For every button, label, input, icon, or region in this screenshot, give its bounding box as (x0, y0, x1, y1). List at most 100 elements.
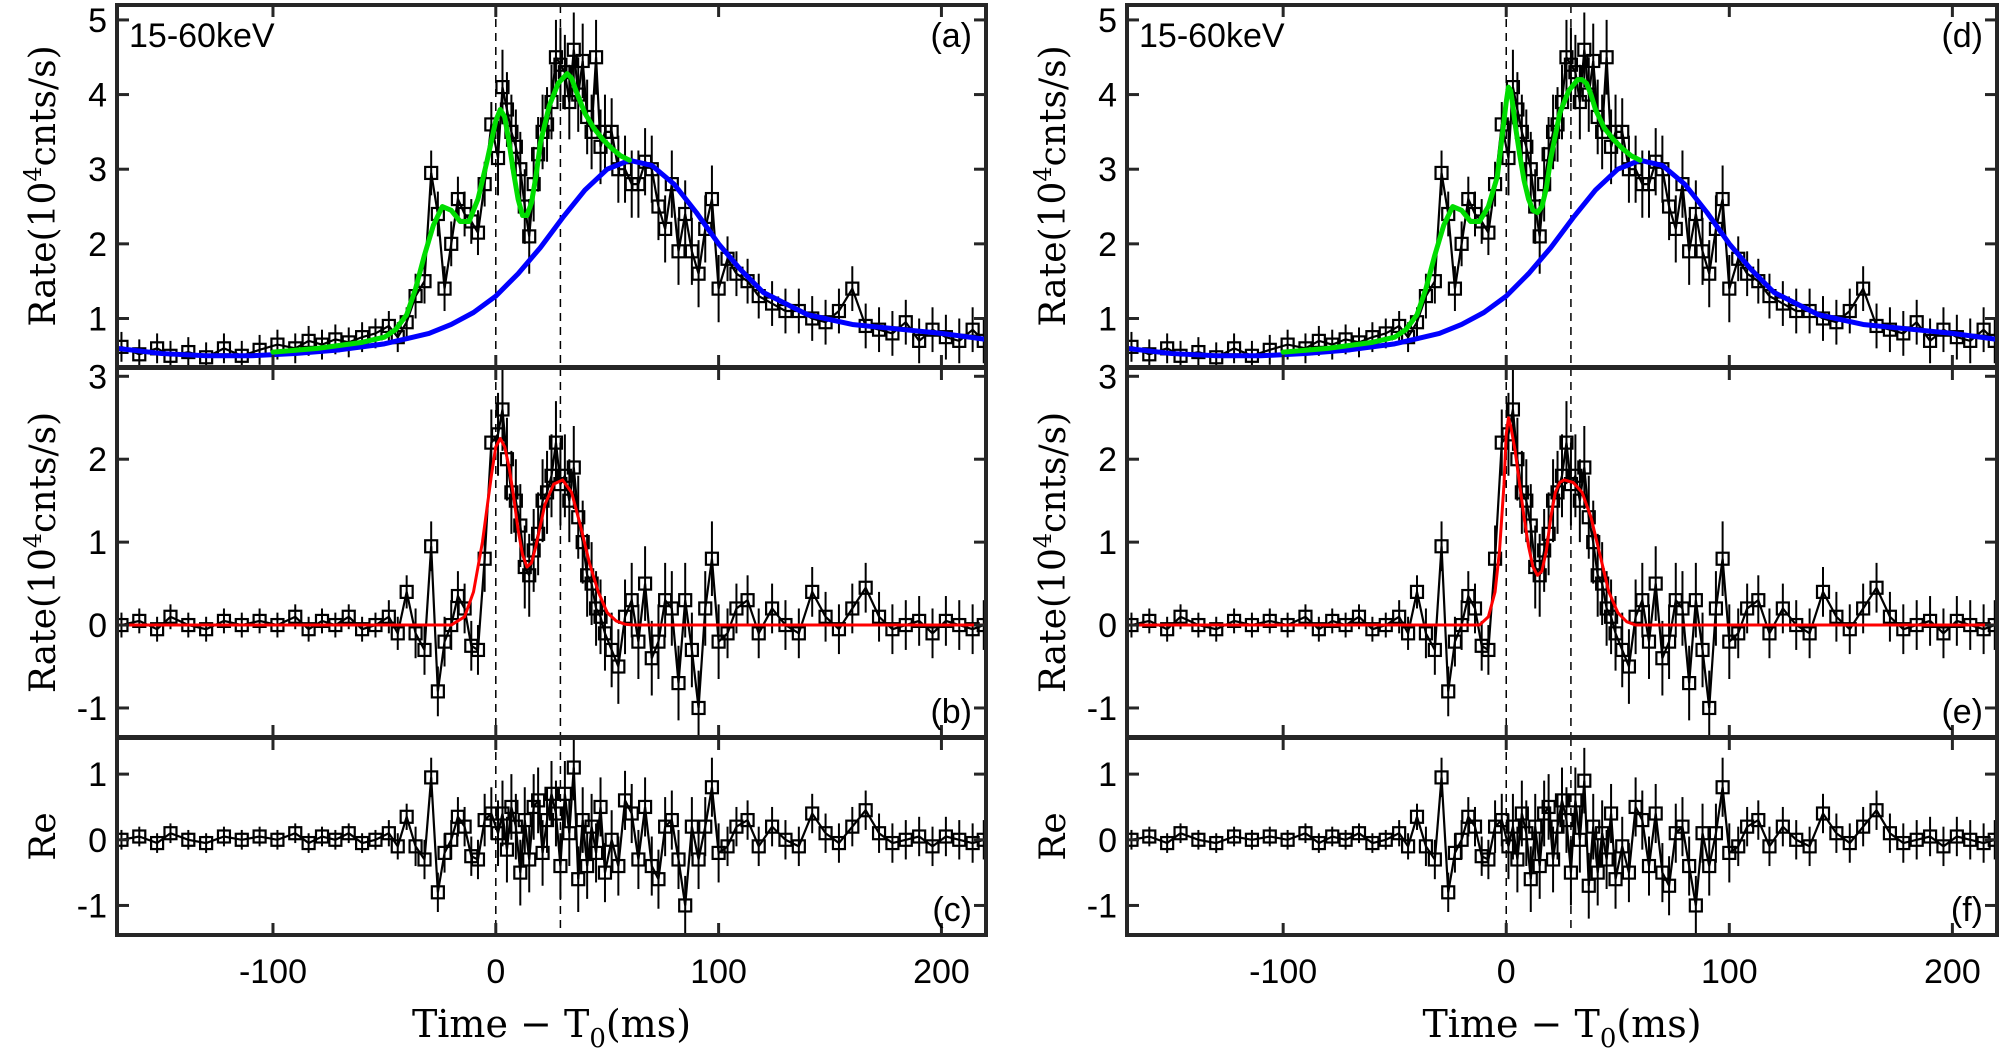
data-point-marker (831, 303, 847, 319)
data-point-marker (1454, 832, 1469, 847)
fit-line (117, 436, 986, 627)
data-point-marker (1160, 835, 1175, 851)
y-axis-label-prefix: Rate(10 (23, 182, 64, 327)
data-point-marker (704, 551, 720, 566)
y-tick-label: 2 (1098, 226, 1117, 264)
data-point-marker (1896, 835, 1911, 851)
data-point-marker (1441, 684, 1456, 699)
data-point-marker (548, 50, 564, 65)
data-point-marker (1722, 281, 1737, 296)
data-point-marker (845, 281, 860, 296)
data-point-marker (513, 865, 528, 880)
data-point-marker (1142, 613, 1157, 629)
data-point-marker (1127, 339, 1139, 354)
data-point-marker (1802, 839, 1817, 854)
data-point-marker (1682, 676, 1697, 691)
data-point-marker (1481, 225, 1496, 240)
fit-line (117, 157, 986, 359)
data-point-marker (1365, 622, 1380, 637)
data-point-marker (424, 770, 439, 785)
data-point-marker (1427, 852, 1442, 867)
data-point-marker (1599, 601, 1614, 616)
data-point-marker (1505, 819, 1521, 834)
data-point-marker (1577, 773, 1592, 788)
data-point-marker (1789, 832, 1804, 847)
data-point-marker (1675, 819, 1690, 834)
data-point-marker (952, 832, 967, 847)
data-point-marker (328, 832, 343, 847)
data-point-marker (408, 839, 423, 854)
data-point-marker (1842, 622, 1857, 637)
data-point-marker (1226, 829, 1242, 844)
data-point-marker (470, 852, 486, 867)
data-point-marker (1510, 852, 1525, 867)
data-point-marker (430, 684, 445, 699)
data-point-marker (1590, 865, 1605, 880)
panel-frame (115, 736, 988, 937)
data-point-marker (1922, 333, 1938, 348)
data-point-marker (1447, 281, 1463, 296)
y-axis-label-suffix: cnts/s) (23, 45, 64, 166)
data-point-marker (1702, 858, 1717, 874)
data-point-marker (399, 809, 414, 824)
data-point-marker (535, 845, 550, 861)
plot-area (1127, 5, 1997, 367)
data-point-marker (517, 812, 532, 828)
x-tick-label: 200 (913, 953, 970, 991)
data-point-marker (199, 622, 214, 637)
data-point-marker (199, 835, 214, 851)
data-point-marker (1541, 799, 1556, 815)
data-point-marker (1695, 826, 1710, 841)
y-tick-label: 1 (88, 756, 107, 794)
data-point-marker (548, 806, 564, 821)
data-point-marker (1909, 832, 1924, 847)
y-tick-label: 1 (1098, 524, 1117, 562)
data-point-marker (1568, 65, 1583, 80)
data-point-marker (522, 229, 537, 244)
x-tick-label: 200 (1924, 953, 1981, 991)
data-point-marker (593, 139, 608, 154)
data-point-marker (631, 852, 646, 867)
data-point-marker (314, 829, 330, 844)
data-point-marker (544, 468, 559, 483)
data-point-marker (871, 609, 887, 624)
data-point-marker (791, 626, 806, 641)
data-point-marker (1608, 872, 1623, 887)
data-point-marker (513, 518, 528, 533)
data-point-marker (751, 626, 766, 641)
data-point-marker (976, 333, 986, 348)
data-point-marker (1635, 593, 1650, 608)
data-point-marker (1856, 281, 1871, 296)
data-point-marker (355, 622, 370, 637)
data-point-marker (566, 460, 581, 475)
data-point-marker (1338, 832, 1353, 847)
data-point-marker (544, 786, 559, 801)
panel-c: -1 0 1 (c) Re (23, 736, 988, 937)
data-point-marker (845, 819, 860, 834)
data-point-marker (1829, 609, 1844, 624)
data-point-marker (1226, 613, 1242, 629)
data-point-marker (1298, 826, 1313, 841)
data-point-marker (1487, 551, 1503, 566)
data-point-marker (252, 829, 267, 844)
data-point-marker (751, 839, 766, 854)
y-axis-label: Re (1033, 812, 1074, 860)
fit-line (1127, 416, 1997, 627)
data-point-marker (1325, 613, 1340, 629)
data-point-marker (588, 601, 604, 616)
data-point-marker (381, 826, 396, 841)
data-point-marker (495, 402, 510, 417)
data-point-marker (664, 812, 679, 828)
data-point-marker (1661, 878, 1677, 893)
data-point-marker (764, 601, 780, 616)
data-point-marker (611, 858, 626, 874)
data-point-marker (1577, 42, 1592, 57)
band-label: 15-60keV (129, 17, 275, 55)
data-point-marker (925, 626, 940, 641)
data-point-marker (912, 829, 927, 844)
data-point-marker (1688, 206, 1703, 222)
x-axis-label-subscript: 0 (589, 1024, 606, 1054)
data-point-marker (457, 819, 472, 834)
